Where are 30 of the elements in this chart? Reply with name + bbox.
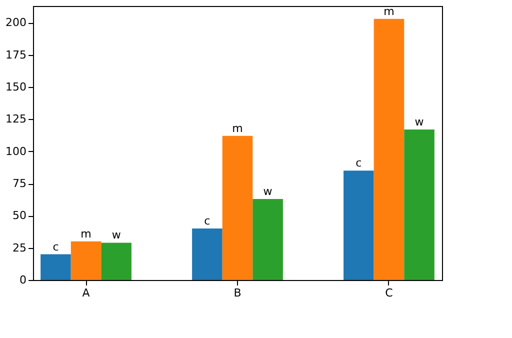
bar bbox=[252, 198, 283, 280]
y-tick-label: 50 bbox=[12, 209, 26, 222]
bar bbox=[404, 129, 434, 280]
y-tick-label: 0 bbox=[20, 274, 26, 286]
y-tick-label: 125 bbox=[6, 112, 26, 126]
x-tick-label: C bbox=[385, 286, 394, 300]
bar bbox=[70, 241, 102, 280]
y-tick-label: 200 bbox=[6, 16, 26, 30]
x-tick-label: B bbox=[234, 286, 242, 300]
y-tick-label: 175 bbox=[6, 48, 26, 62]
bar bbox=[374, 18, 404, 280]
x-tick-label: A bbox=[82, 286, 90, 300]
text: c bbox=[356, 156, 362, 170]
text: c bbox=[204, 214, 210, 228]
text: w bbox=[414, 115, 424, 128]
y-tick-label: 75 bbox=[12, 177, 26, 190]
y-tick-label: 25 bbox=[12, 241, 26, 254]
series-label: w bbox=[112, 228, 121, 242]
text: w bbox=[263, 184, 272, 198]
y-tick-label: 100 bbox=[6, 144, 26, 158]
bar bbox=[222, 136, 253, 280]
bar bbox=[101, 242, 132, 280]
series-label: m bbox=[80, 227, 92, 240]
y-tick-label: 150 bbox=[6, 80, 26, 94]
bar bbox=[192, 228, 222, 280]
bar bbox=[344, 170, 374, 280]
bar bbox=[40, 254, 71, 280]
text: m bbox=[384, 4, 394, 18]
text: m bbox=[232, 122, 243, 135]
series-label: c bbox=[52, 240, 59, 254]
